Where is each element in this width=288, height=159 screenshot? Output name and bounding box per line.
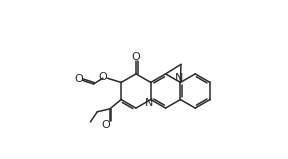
Text: N: N bbox=[145, 98, 154, 108]
Text: O: O bbox=[98, 72, 107, 82]
Text: O: O bbox=[132, 52, 140, 62]
Text: N: N bbox=[175, 73, 184, 83]
Text: O: O bbox=[101, 120, 110, 130]
Text: O: O bbox=[74, 74, 83, 83]
